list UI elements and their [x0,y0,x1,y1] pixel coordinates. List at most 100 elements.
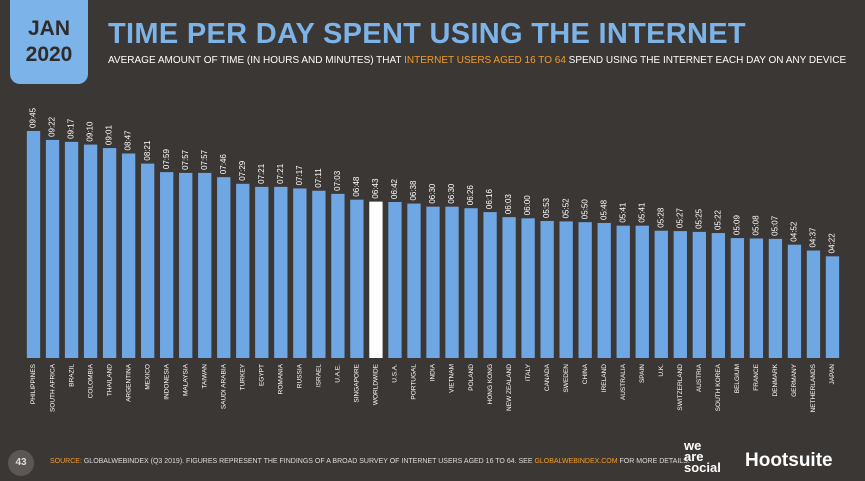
value-label: 06:42 [390,178,399,199]
bar [179,172,193,358]
x-tick-label: WORLDWIDE [373,363,380,405]
bar [806,250,821,358]
bar [140,163,155,358]
x-tick-label: NEW ZEALAND [506,364,513,411]
bar [102,148,117,358]
value-label: 06:48 [352,176,361,197]
bar [121,153,136,358]
bar [635,225,649,358]
x-tick-label: IRELAND [601,364,608,392]
value-label: 05:41 [618,202,627,223]
subtitle-part: AVERAGE AMOUNT OF TIME (IN HOURS AND MIN… [108,55,402,66]
bar [749,238,764,358]
x-tick-label: AUSTRALIA [620,363,627,400]
x-tick-label: PHILIPPINES [30,363,37,404]
x-tick-label: POLAND [468,364,475,391]
x-tick-label: GERMANY [791,363,798,397]
value-label: 06:26 [466,185,475,206]
value-label: 07:46 [219,154,228,175]
source-end: FOR MORE DETAILS. [619,458,690,465]
logo-word: are [684,449,704,464]
value-label: 09:45 [29,107,38,128]
bar [578,222,592,358]
we-are-social-logo: we are social [684,439,721,475]
value-label: 05:53 [542,197,551,218]
bar [787,244,802,358]
bar [540,221,554,358]
value-label: 07:57 [181,149,190,170]
source: SOURCE: GLOBALWEBINDEX (Q3 2019). FIGURE… [50,458,690,465]
x-tick-label: TURKEY [239,363,246,390]
x-tick-label: U.K. [658,364,665,377]
bar [825,256,840,358]
hootsuite-logo: Hootsuite [745,450,833,471]
x-tick-label: SPAIN [639,364,646,383]
value-label: 05:22 [713,209,722,230]
page-number: 43 [8,450,34,476]
value-label: 06:30 [447,183,456,204]
bar [483,212,497,358]
bar [255,186,269,358]
bar [559,221,573,358]
bar [331,193,345,358]
value-label: 05:09 [732,215,741,236]
x-tick-label: VIETNAM [449,364,456,393]
value-label: 07:21 [257,163,266,184]
x-tick-label: SWEDEN [563,364,570,393]
value-label: 06:30 [428,183,437,204]
x-tick-label: SWITZERLAND [677,364,684,411]
value-label: 05:25 [694,208,703,229]
bar [274,186,288,358]
value-label: 06:00 [523,195,532,216]
value-label: 09:22 [48,116,57,137]
x-tick-label: JAPAN [829,364,836,385]
value-label: 05:07 [771,215,780,236]
bar [597,222,611,358]
year: 2020 [25,43,73,66]
x-tick-label: BELGIUM [734,364,741,393]
value-label: 04:52 [790,221,799,242]
chart: PHILIPPINES 09:45 SOUTH AFRICA 09:22 BRAZIL 0… [26,107,840,412]
bar [26,131,41,358]
x-tick-label: SOUTH AFRICA [49,363,56,412]
bar [730,238,745,358]
x-tick-label: ISRAEL [316,364,323,388]
logo-word: social [684,460,721,475]
bar [236,183,250,358]
x-tick-label: SAUDI ARABIA [220,363,227,409]
value-label: 06:03 [504,194,513,215]
month: JAN [27,17,70,40]
x-tick-label: U.S.A. [392,364,399,383]
bar [616,225,630,358]
value-label: 09:17 [67,118,76,139]
value-label: 05:08 [752,215,761,236]
value-label: 05:50 [580,199,589,220]
value-label: 09:01 [105,125,114,146]
x-tick-label: PORTUGAL [411,364,418,400]
value-label: 07:21 [276,163,285,184]
date-box: JAN 2020 [10,0,88,84]
x-tick-label: ITALY [525,363,532,381]
x-tick-label: ROMANIA [278,363,285,394]
value-label: 07:57 [200,149,209,170]
value-label: 07:29 [238,160,247,181]
bar [83,144,98,358]
bar [45,139,60,358]
x-tick-label: U.A.E. [335,364,342,383]
value-label: 04:22 [828,233,837,254]
bar [464,208,478,358]
x-tick-label: SINGAPORE [354,363,361,402]
x-tick-label: THAILAND [106,364,113,396]
subtitle-part: SPEND USING THE INTERNET EACH DAY ON ANY… [568,55,847,66]
value-label: 08:21 [143,140,152,161]
bar [312,190,326,358]
value-label: 05:52 [561,198,570,219]
x-tick-label: ARGENTINA [125,363,132,402]
value-label: 07:59 [162,149,171,170]
value-label: 06:43 [371,178,380,199]
x-tick-label: INDONESIA [163,363,170,399]
value-label: 07:11 [314,168,323,188]
value-label: 05:28 [656,207,665,228]
x-tick-label: EGYPT [259,364,266,386]
value-label: 09:10 [86,121,95,142]
